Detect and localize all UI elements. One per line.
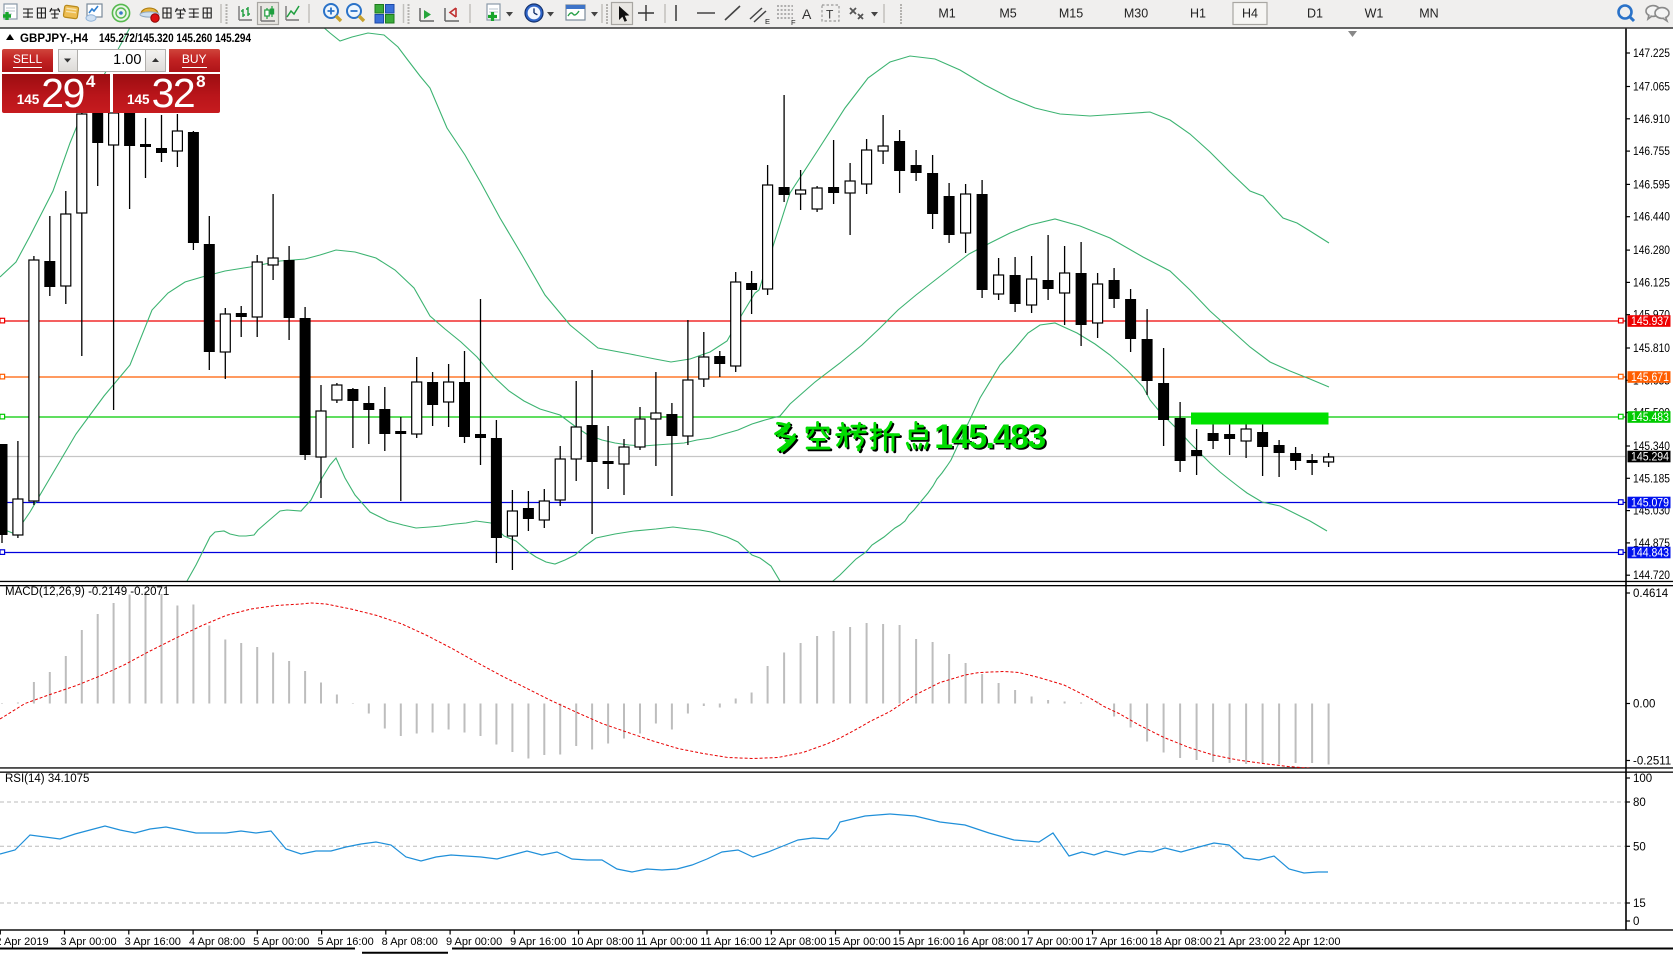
svg-text:15: 15 (1633, 898, 1646, 910)
svg-text:A: A (802, 6, 812, 22)
svg-text:145.937: 145.937 (1631, 316, 1669, 328)
svg-text:147.225: 147.225 (1633, 48, 1670, 60)
svg-text:D1: D1 (1307, 7, 1323, 21)
svg-text:MN: MN (1419, 7, 1438, 21)
svg-text:145.340: 145.340 (1633, 441, 1670, 453)
svg-text:11 Apr 16:00: 11 Apr 16:00 (700, 936, 762, 948)
svg-text:145.185: 145.185 (1633, 473, 1670, 485)
svg-text:11 Apr 00:00: 11 Apr 00:00 (636, 936, 698, 948)
svg-text:100: 100 (1633, 773, 1652, 785)
svg-text:9 Apr 16:00: 9 Apr 16:00 (510, 936, 566, 948)
svg-text:22 Apr 12:00: 22 Apr 12:00 (1278, 936, 1340, 948)
svg-text:2 Apr 2019: 2 Apr 2019 (0, 936, 49, 948)
svg-text:145.272/145.320 145.260 145.29: 145.272/145.320 145.260 145.294 (99, 33, 252, 45)
svg-text:0.00: 0.00 (1633, 699, 1655, 711)
svg-text:10 Apr 08:00: 10 Apr 08:00 (571, 936, 633, 948)
svg-text:-0.2511: -0.2511 (1633, 756, 1671, 768)
svg-text:M1: M1 (938, 7, 955, 21)
svg-text:146.910: 146.910 (1633, 114, 1670, 126)
svg-text:145.671: 145.671 (1631, 372, 1669, 384)
svg-text:145.810: 145.810 (1633, 343, 1670, 355)
svg-text:145.079: 145.079 (1631, 498, 1669, 510)
svg-text:H4: H4 (1242, 7, 1258, 21)
svg-text:W1: W1 (1365, 7, 1384, 21)
svg-text:16 Apr 08:00: 16 Apr 08:00 (957, 936, 1019, 948)
svg-text:MACD(12,26,9) -0.2149 -0.2071: MACD(12,26,9) -0.2149 -0.2071 (5, 586, 169, 598)
svg-text:3 Apr 00:00: 3 Apr 00:00 (60, 936, 116, 948)
svg-text:50: 50 (1633, 841, 1646, 853)
svg-text:F: F (791, 18, 796, 27)
svg-text:147.065: 147.065 (1633, 82, 1670, 94)
svg-text:M15: M15 (1059, 7, 1083, 21)
svg-text:146.125: 146.125 (1633, 277, 1670, 289)
svg-text:144.720: 144.720 (1633, 570, 1670, 582)
svg-text:RSI(14) 34.1075: RSI(14) 34.1075 (5, 773, 89, 785)
svg-text:145.483: 145.483 (1631, 412, 1669, 424)
svg-text:145.030: 145.030 (1633, 506, 1670, 518)
svg-text:T: T (826, 8, 834, 22)
svg-text:145.483: 145.483 (936, 420, 1048, 458)
svg-text:E: E (765, 17, 770, 26)
svg-text:3 Apr 16:00: 3 Apr 16:00 (125, 936, 181, 948)
svg-text:8 Apr 08:00: 8 Apr 08:00 (382, 936, 438, 948)
svg-text:9 Apr 00:00: 9 Apr 00:00 (446, 936, 502, 948)
svg-text:17 Apr 16:00: 17 Apr 16:00 (1085, 936, 1147, 948)
svg-text:H1: H1 (1190, 7, 1206, 21)
svg-text:5 Apr 16:00: 5 Apr 16:00 (317, 936, 373, 948)
svg-text:GBPJPY-,H4: GBPJPY-,H4 (20, 33, 89, 45)
svg-text:146.755: 146.755 (1633, 146, 1670, 158)
svg-text:0: 0 (1633, 916, 1639, 928)
svg-text:5 Apr 00:00: 5 Apr 00:00 (253, 936, 309, 948)
svg-text:17 Apr 00:00: 17 Apr 00:00 (1021, 936, 1083, 948)
svg-text:21 Apr 23:00: 21 Apr 23:00 (1214, 936, 1276, 948)
svg-text:15 Apr 00:00: 15 Apr 00:00 (828, 936, 890, 948)
svg-text:4 Apr 08:00: 4 Apr 08:00 (189, 936, 245, 948)
svg-text:12 Apr 08:00: 12 Apr 08:00 (764, 936, 826, 948)
svg-text:M30: M30 (1124, 7, 1148, 21)
svg-text:145.483: 145.483 (934, 418, 1046, 456)
svg-text:80: 80 (1633, 797, 1646, 809)
svg-text:145.294: 145.294 (1631, 452, 1670, 464)
svg-text:0.4614: 0.4614 (1633, 588, 1669, 600)
svg-text:146.440: 146.440 (1633, 212, 1670, 224)
svg-text:M5: M5 (999, 7, 1016, 21)
svg-text:18 Apr 08:00: 18 Apr 08:00 (1150, 936, 1212, 948)
svg-text:15 Apr 16:00: 15 Apr 16:00 (893, 936, 955, 948)
svg-text:146.595: 146.595 (1633, 179, 1670, 191)
svg-text:146.280: 146.280 (1633, 245, 1670, 257)
svg-text:144.843: 144.843 (1631, 548, 1669, 560)
